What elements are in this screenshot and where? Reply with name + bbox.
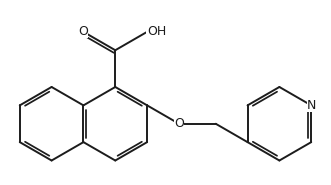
Text: N: N: [307, 99, 316, 112]
Text: OH: OH: [147, 25, 166, 38]
Text: O: O: [78, 25, 88, 38]
Text: O: O: [174, 117, 184, 130]
